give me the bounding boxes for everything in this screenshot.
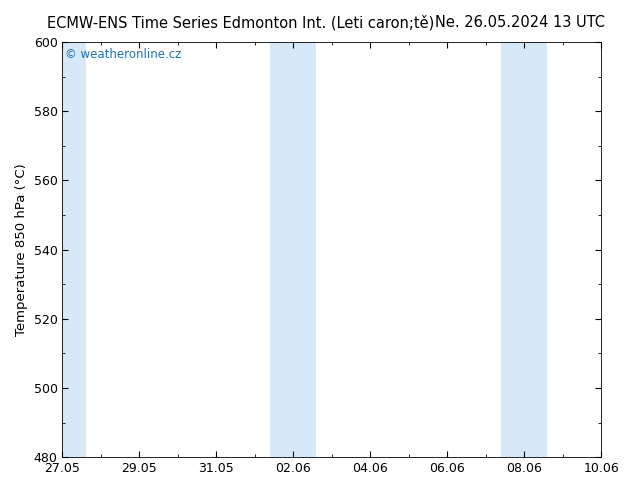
Bar	[62, 42, 86, 457]
Bar	[270, 42, 294, 457]
Bar	[501, 42, 524, 457]
Text: ECMW-ENS Time Series Edmonton Int. (Leti caron;tě): ECMW-ENS Time Series Edmonton Int. (Leti…	[48, 15, 434, 30]
Text: © weatheronline.cz: © weatheronline.cz	[65, 49, 181, 61]
Bar	[294, 42, 316, 457]
Text: Ne. 26.05.2024 13 UTC: Ne. 26.05.2024 13 UTC	[435, 15, 605, 30]
Y-axis label: Temperature 850 hPa (°C): Temperature 850 hPa (°C)	[15, 163, 28, 336]
Bar	[524, 42, 547, 457]
